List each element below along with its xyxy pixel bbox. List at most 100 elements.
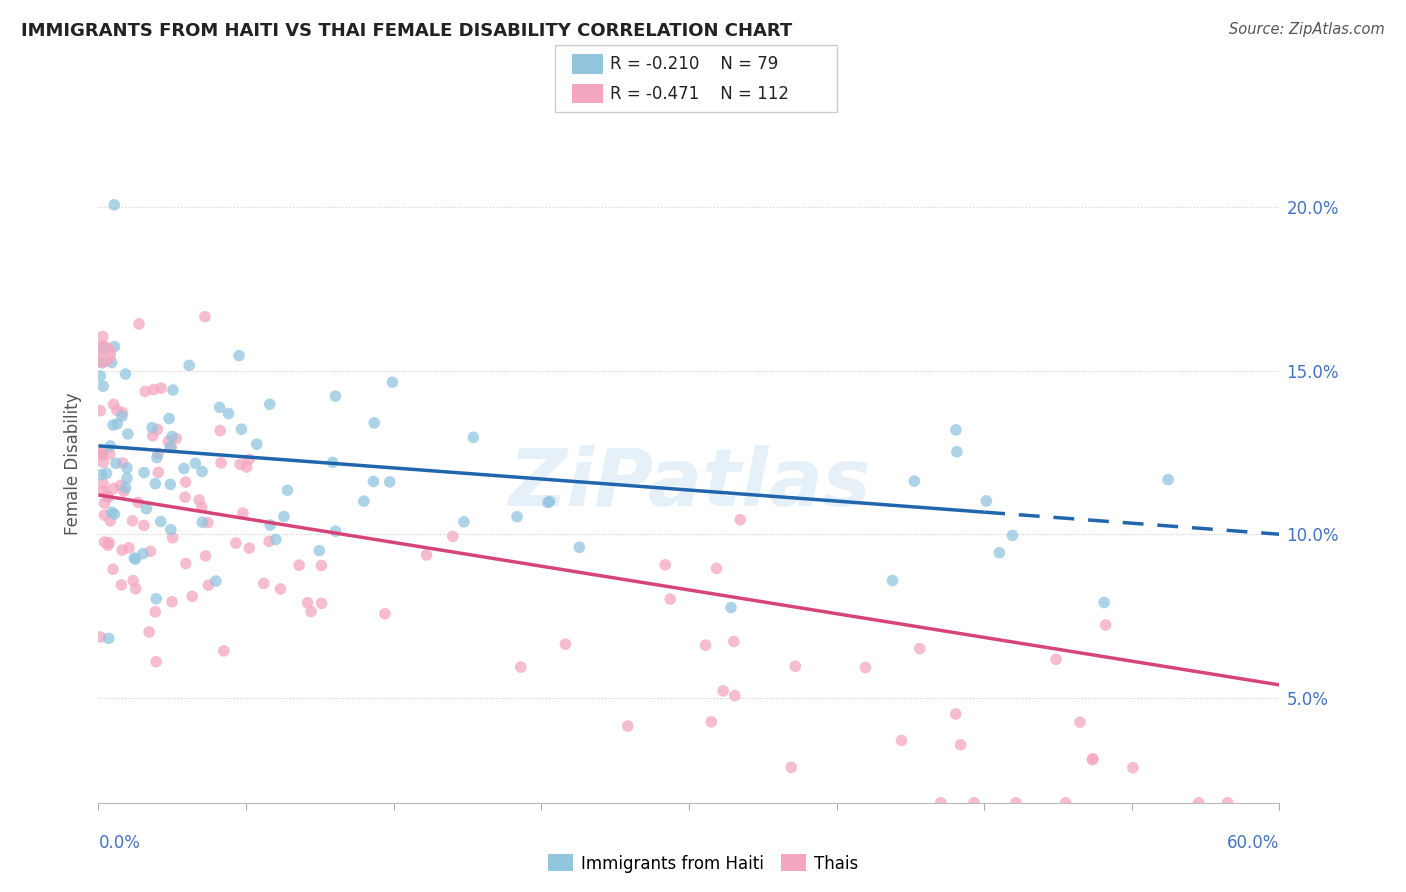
Point (98, 447, 121, 461)
Point (124, 552, 146, 566)
Point (288, 558, 311, 573)
Point (110, 578, 132, 592)
Text: 60.0%: 60.0% (1227, 834, 1279, 852)
Point (197, 578, 219, 592)
Text: R = -0.210    N = 79: R = -0.210 N = 79 (610, 55, 779, 73)
Point (90, 448, 112, 462)
Point (143, 605, 166, 619)
Point (463, 430, 485, 444)
Point (111, 543, 134, 558)
Point (264, 533, 287, 547)
Point (114, 481, 136, 495)
Point (122, 574, 145, 588)
Point (276, 483, 298, 498)
Point (100, 505, 122, 519)
Point (363, 475, 385, 489)
Point (538, 494, 561, 508)
Y-axis label: Female Disability: Female Disability (65, 392, 83, 535)
Point (191, 515, 214, 529)
Point (453, 515, 475, 529)
Point (91, 447, 114, 461)
Point (1216, 796, 1239, 810)
Point (855, 660, 877, 674)
Point (706, 561, 728, 575)
Point (174, 557, 197, 571)
Point (96, 488, 118, 502)
Point (93, 341, 115, 355)
Point (659, 592, 682, 607)
Point (103, 397, 125, 411)
Point (150, 381, 173, 395)
Point (105, 403, 128, 417)
Point (149, 515, 172, 529)
Point (903, 474, 925, 488)
Point (700, 714, 723, 729)
Point (509, 660, 531, 674)
Point (89, 368, 111, 383)
Point (114, 367, 136, 381)
Point (97, 491, 120, 505)
Point (695, 638, 717, 652)
Point (194, 310, 217, 324)
Point (160, 440, 183, 454)
Point (97, 632, 120, 646)
Point (238, 452, 260, 467)
Point (184, 456, 207, 470)
Point (159, 441, 181, 455)
Point (93, 496, 115, 510)
Point (908, 641, 931, 656)
Point (173, 461, 195, 475)
Point (325, 524, 347, 539)
Point (132, 466, 155, 480)
Point (93, 535, 115, 549)
Point (97, 538, 120, 552)
Point (118, 541, 141, 555)
Point (1054, 796, 1077, 810)
Point (209, 424, 232, 438)
Point (1081, 753, 1104, 767)
Point (165, 432, 187, 446)
Point (160, 595, 183, 609)
Point (882, 574, 904, 588)
Text: R = -0.471    N = 112: R = -0.471 N = 112 (610, 85, 789, 103)
Point (208, 401, 231, 415)
Point (976, 494, 998, 508)
Point (325, 389, 347, 403)
Point (91, 356, 114, 370)
Point (179, 359, 201, 373)
Point (1092, 595, 1115, 609)
Point (785, 659, 807, 673)
Point (988, 546, 1011, 560)
Point (311, 558, 333, 573)
Point (89, 630, 111, 644)
Point (127, 495, 149, 509)
Point (138, 624, 160, 639)
Point (246, 437, 269, 451)
Point (157, 434, 180, 449)
Point (91, 347, 114, 361)
Point (141, 420, 163, 434)
Point (112, 484, 135, 499)
Point (101, 417, 124, 432)
Point (96, 467, 118, 481)
Point (135, 501, 157, 516)
Point (111, 456, 134, 470)
Point (537, 495, 560, 509)
Point (229, 457, 252, 471)
Point (568, 541, 591, 555)
Point (142, 383, 165, 397)
Point (890, 733, 912, 747)
Point (103, 198, 125, 212)
Point (117, 427, 139, 442)
Point (720, 600, 742, 615)
Point (91, 483, 114, 498)
Point (1188, 796, 1211, 810)
Point (209, 456, 232, 470)
Point (235, 460, 257, 475)
Point (145, 655, 167, 669)
Point (91, 379, 114, 393)
Point (945, 706, 967, 721)
Point (91, 444, 114, 458)
Point (259, 397, 281, 411)
Point (724, 689, 747, 703)
